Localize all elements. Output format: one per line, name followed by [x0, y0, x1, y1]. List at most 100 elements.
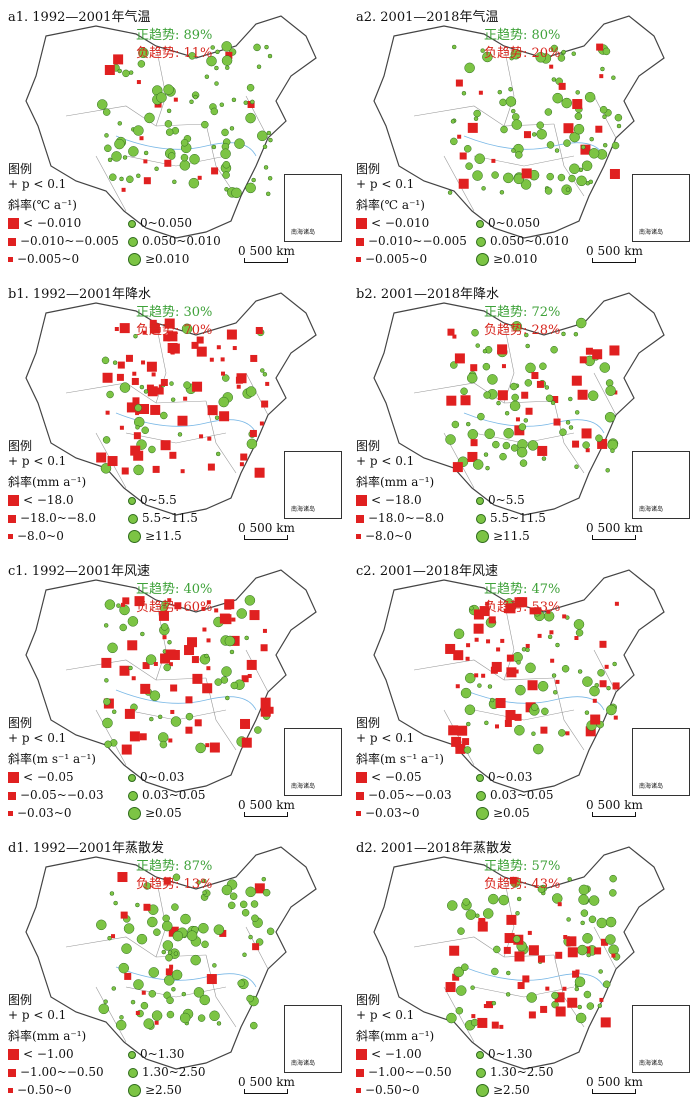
positive-trend-station: [602, 142, 608, 148]
inset-label: 南海诸岛: [291, 783, 316, 790]
positive-trend-station: [482, 362, 491, 371]
red-square-icon: [356, 495, 367, 506]
positive-trend-station: [183, 381, 191, 389]
legend-range-text: 0.050~0.010: [142, 234, 221, 248]
legend-item-positive: 0.03~0.05: [476, 788, 554, 802]
south-china-sea-inset: 南海诸岛: [284, 174, 342, 242]
scale-zero: 0: [586, 244, 594, 258]
negative-trend-station: [209, 357, 214, 362]
negative-trend-station: [125, 354, 133, 362]
negative-trend-station: [168, 926, 179, 937]
province-boundary: [125, 986, 227, 998]
legend-item-positive: 1.30~2.50: [128, 1065, 206, 1079]
positive-trend-station: [545, 394, 554, 403]
positive-trend-station: [149, 716, 154, 722]
positive-trend-station: [180, 913, 191, 925]
positive-trend-station: [505, 96, 517, 107]
negative-trend-station: [479, 606, 490, 617]
positive-trend-station: [128, 70, 134, 75]
positive-trend-station: [480, 48, 485, 53]
negative-trend-station: [549, 630, 554, 635]
negative-trend-station: [219, 411, 230, 422]
negative-trend-station: [124, 972, 132, 980]
positive-trend-station: [122, 69, 130, 78]
negative-trend-station: [163, 877, 171, 885]
panel-title: c1. 1992—2001年风速: [8, 564, 150, 579]
positive-trend-station: [148, 967, 160, 978]
negative-trend-station: [562, 614, 567, 619]
positive-trend-station: [466, 372, 478, 384]
negative-trend-station: [534, 607, 542, 615]
legend-item-positive: 0~1.30: [476, 1047, 532, 1061]
positive-trend-station: [107, 157, 113, 163]
negative-trend-station: [116, 373, 124, 381]
scale-bar: [244, 535, 288, 540]
positive-trend-station: [201, 120, 209, 129]
positive-trend-station: [582, 933, 593, 944]
positive-trend-station: [107, 642, 118, 654]
scale-bar: [244, 258, 288, 263]
legend-title: 图例: [8, 162, 33, 176]
positive-trend-station: [156, 92, 167, 103]
negative-trend-station: [595, 125, 603, 133]
positive-trend-station: [550, 400, 556, 406]
negative-trend-station: [525, 407, 533, 415]
positive-trend-station: [612, 661, 617, 667]
negative-trend-station: [499, 1024, 504, 1029]
positive-trend-station: [582, 676, 593, 687]
legend-range-text: 0~0.03: [140, 770, 185, 784]
legend-item-negative: −0.05~−0.03: [356, 788, 452, 802]
legend-range-text: 5.5~11.5: [142, 511, 198, 525]
positive-trend-station: [583, 990, 592, 999]
positive-trend-station: [515, 151, 523, 159]
positive-trend-station: [222, 374, 230, 382]
red-square-icon: [8, 534, 13, 539]
legend-range-text: −0.50~0: [17, 1083, 72, 1097]
scale-label: 0 500 km: [586, 1075, 643, 1089]
positive-trend-station: [568, 396, 573, 402]
legend-item-negative: −18.0~−8.0: [356, 511, 444, 525]
positive-trend-station: [524, 332, 529, 338]
negative-trend-station: [207, 463, 215, 471]
legend-item-negative: −0.03~0: [8, 806, 71, 820]
positive-trend-station: [180, 138, 189, 147]
negative-trend-station: [260, 697, 271, 708]
negative-trend-station: [554, 992, 565, 1003]
positive-trend-station: [169, 381, 174, 386]
positive-trend-station: [127, 616, 139, 627]
red-square-icon: [8, 772, 19, 783]
green-circle-icon: [476, 513, 486, 524]
positive-trend-station: [148, 990, 157, 998]
positive-trend-label: 正趋势: 57%: [484, 859, 561, 874]
positive-trend-station: [574, 112, 583, 121]
positive-trend-station: [107, 935, 112, 941]
positive-trend-station: [166, 108, 172, 114]
significance-note: + p < 0.1: [356, 731, 415, 745]
negative-trend-station: [164, 159, 172, 167]
positive-trend-station: [511, 393, 519, 402]
negative-trend-station: [517, 597, 528, 608]
negative-trend-station: [216, 345, 221, 350]
map-panel: c2. 2001—2018年风速 正趋势: 47% 负趋势: 53% 图例 + p < …: [354, 560, 694, 830]
positive-trend-station: [157, 714, 163, 720]
positive-trend-station: [167, 152, 176, 160]
negative-trend-station: [458, 178, 469, 189]
negative-trend-station: [126, 402, 137, 413]
positive-trend-station: [250, 99, 255, 105]
positive-trend-station: [241, 908, 250, 917]
green-circle-icon: [128, 807, 141, 820]
legend-item-positive: 0~0.03: [128, 770, 184, 784]
green-circle-icon: [476, 219, 484, 228]
red-square-icon: [8, 514, 16, 523]
positive-trend-station: [512, 113, 520, 121]
negative-trend-station: [185, 726, 193, 734]
green-circle-icon: [128, 496, 136, 505]
negative-trend-station: [514, 951, 525, 962]
negative-trend-station: [445, 643, 456, 654]
china-map: [25, 569, 317, 793]
positive-trend-station: [219, 102, 225, 107]
negative-trend-station: [169, 649, 180, 660]
positive-trend-station: [536, 121, 544, 129]
legend-item-negative: −0.05~−0.03: [8, 788, 104, 802]
negative-trend-station: [151, 372, 156, 377]
